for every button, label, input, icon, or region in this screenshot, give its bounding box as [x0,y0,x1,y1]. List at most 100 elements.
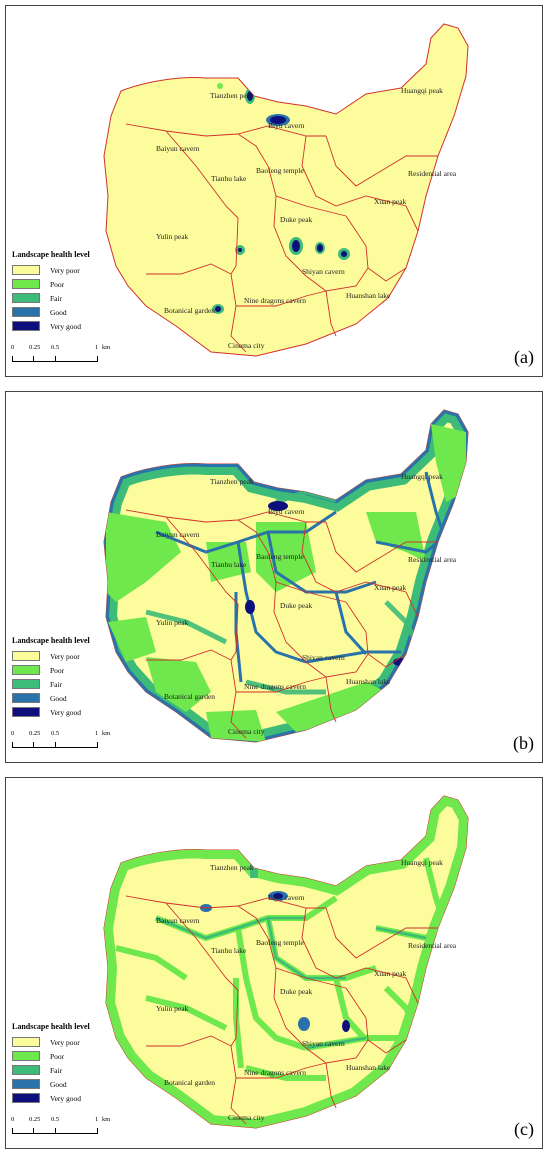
legend-swatch [12,693,40,703]
place-label: Huanshan lake [346,1063,391,1072]
legend-swatch [12,279,40,289]
legend-item: Good [12,1077,142,1091]
place-labels: Tianzhen peak Huangqi peak Biyu cavern B… [156,472,457,736]
legend-item: Very good [12,319,142,333]
zone-boundaries [125,509,438,739]
legend-item: Very poor [12,649,142,663]
place-label: Yulin peak [156,1004,189,1013]
place-label: Shiyan cavern [302,653,345,662]
place-label: Botanical garden [164,306,215,315]
place-labels: Tianzhen peak Huangqi peak Biyu cavern B… [156,858,457,1122]
legend-label: Poor [50,279,65,289]
legend-swatch [12,1037,40,1047]
place-label: Residential area [408,555,457,564]
legend-item: Fair [12,1063,142,1077]
place-label: Baofeng temple [256,938,304,947]
place-label: Tianzhen peak [210,863,254,872]
panel-label: (a) [514,347,534,367]
legend-label: Poor [50,665,65,675]
legend-item: Good [12,305,142,319]
map-panel-b: Tianzhen peak Huangqi peak Biyu cavern B… [5,391,543,763]
study-area [103,23,469,357]
legend-title: Landscape health level [12,636,90,645]
place-label: Shiyan cavern [302,267,345,276]
legend-item: Poor [12,663,142,677]
scale-unit: km [102,730,111,737]
legend-swatch [12,707,40,717]
map-panel-a: Tianzhen peak Huangqi peak Biyu cavern B… [5,5,543,377]
place-label: Tianhu lake [211,560,247,569]
legend: Landscape health level Very poor Poor Fa… [12,636,142,719]
scale-tick-label: 1 [95,1116,99,1123]
legend: Landscape health level Very poor Poor Fa… [12,1022,142,1105]
legend-item: Fair [12,291,142,305]
legend-label: Fair [50,679,63,689]
place-label: Tianzhen peak [210,91,254,100]
place-label: Biyu cavern [268,893,305,902]
legend-item: Poor [12,277,142,291]
map-a: Tianzhen peak Huangqi peak Biyu cavern B… [103,23,469,357]
scale-tick-label: 1 [95,344,99,351]
place-label: Yulin peak [156,618,189,627]
legend-item: Very good [12,1091,142,1105]
legend-label: Very poor [50,1037,80,1047]
legend-label: Very good [50,321,82,331]
map-b: Tianzhen peak Huangqi peak Biyu cavern B… [103,409,469,743]
legend-item: Good [12,691,142,705]
scale-bar: 0 0.25 0.5 1 km [11,1116,112,1138]
place-label: Xuan peak [374,969,407,978]
scale-tick-label: 0 [11,730,15,737]
place-label: Tianhu lake [211,946,247,955]
scale-bar: 0 0.25 0.5 1 km [11,730,112,752]
scale-tick-label: 0 [11,344,15,351]
scale-unit: km [102,1116,111,1123]
legend-swatch [12,1065,40,1075]
legend-item: Poor [12,1049,142,1063]
scale-tick-label: 1 [95,730,99,737]
place-label: Huangqi peak [401,86,443,95]
health-patches-a [212,83,350,314]
legend-title: Landscape health level [12,250,90,259]
place-label: Botanical garden [164,692,215,701]
legend-label: Good [50,1079,67,1089]
zone-boundaries [125,895,438,1125]
place-label: Baiyun cavern [156,916,200,925]
scale-tick-label: 0.25 [29,1116,41,1123]
legend-swatch [12,265,40,275]
legend-label: Very poor [50,651,80,661]
legend-item: Very poor [12,263,142,277]
place-label: Tianzhen peak [210,477,254,486]
legend-item: Very poor [12,1035,142,1049]
place-label: Cinema city [228,727,265,736]
legend-label: Good [50,307,67,317]
scale-tick-label: 0.25 [29,730,41,737]
place-label: Residential area [408,941,457,950]
scale-tick-label: 0 [11,1116,15,1123]
place-label: Baiyun cavern [156,530,200,539]
place-label: Tianhu lake [211,174,247,183]
place-label: Yulin peak [156,232,189,241]
legend-label: Good [50,693,67,703]
place-label: Xuan peak [374,583,407,592]
place-label: Biyu cavern [268,121,305,130]
legend-label: Poor [50,1051,65,1061]
scale-unit: km [102,344,111,351]
place-label: Nine dragons cavern [244,1068,306,1077]
legend-swatch [12,1093,40,1103]
legend-item: Very good [12,705,142,719]
legend-swatch [12,1079,40,1089]
place-labels: Tianzhen peak Huangqi peak Biyu cavern B… [156,86,457,350]
place-label: Huangqi peak [401,858,443,867]
place-label: Huanshan lake [346,291,391,300]
place-label: Cinema city [228,1113,265,1122]
scale-tick-label: 0.5 [51,730,60,737]
study-area-base [103,23,469,357]
legend: Landscape health level Very poor Poor Fa… [12,250,142,333]
legend-label: Very good [50,1093,82,1103]
legend-title: Landscape health level [12,1022,90,1031]
place-label: Baofeng temple [256,552,304,561]
place-label: Xuan peak [374,197,407,206]
legend-label: Fair [50,293,63,303]
scale-tick-label: 0.5 [51,1116,60,1123]
legend-swatch [12,307,40,317]
